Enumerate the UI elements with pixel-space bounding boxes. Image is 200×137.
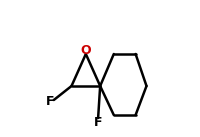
Text: O: O <box>80 44 91 57</box>
Text: F: F <box>93 116 102 129</box>
Text: F: F <box>46 95 54 108</box>
